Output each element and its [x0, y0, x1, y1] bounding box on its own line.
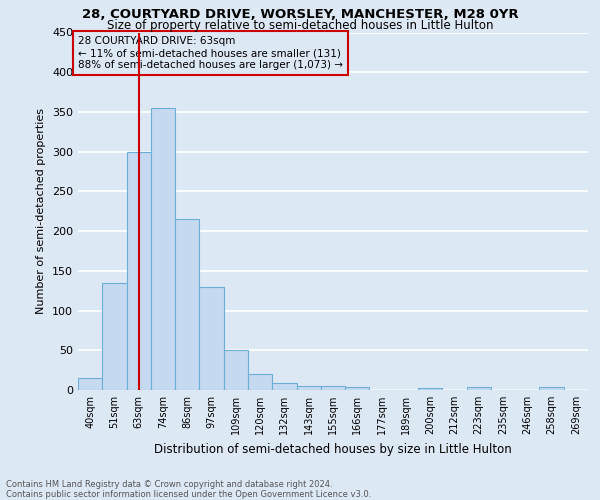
Text: Contains HM Land Registry data © Crown copyright and database right 2024.
Contai: Contains HM Land Registry data © Crown c…: [6, 480, 371, 499]
Bar: [296, 386, 321, 390]
Bar: [151, 108, 175, 390]
Text: 28, COURTYARD DRIVE, WORSLEY, MANCHESTER, M28 0YR: 28, COURTYARD DRIVE, WORSLEY, MANCHESTER…: [82, 8, 518, 20]
Bar: [248, 374, 272, 390]
Bar: [78, 378, 102, 390]
Bar: [539, 387, 564, 390]
Text: Size of property relative to semi-detached houses in Little Hulton: Size of property relative to semi-detach…: [107, 18, 493, 32]
Bar: [224, 350, 248, 390]
Bar: [199, 286, 224, 390]
Bar: [272, 383, 296, 390]
Bar: [175, 219, 199, 390]
Bar: [321, 386, 345, 390]
Bar: [418, 388, 442, 390]
Bar: [467, 387, 491, 390]
Bar: [127, 152, 151, 390]
Text: 28 COURTYARD DRIVE: 63sqm
← 11% of semi-detached houses are smaller (131)
88% of: 28 COURTYARD DRIVE: 63sqm ← 11% of semi-…: [78, 36, 343, 70]
Bar: [345, 387, 370, 390]
X-axis label: Distribution of semi-detached houses by size in Little Hulton: Distribution of semi-detached houses by …: [154, 442, 512, 456]
Y-axis label: Number of semi-detached properties: Number of semi-detached properties: [37, 108, 46, 314]
Bar: [102, 283, 127, 390]
